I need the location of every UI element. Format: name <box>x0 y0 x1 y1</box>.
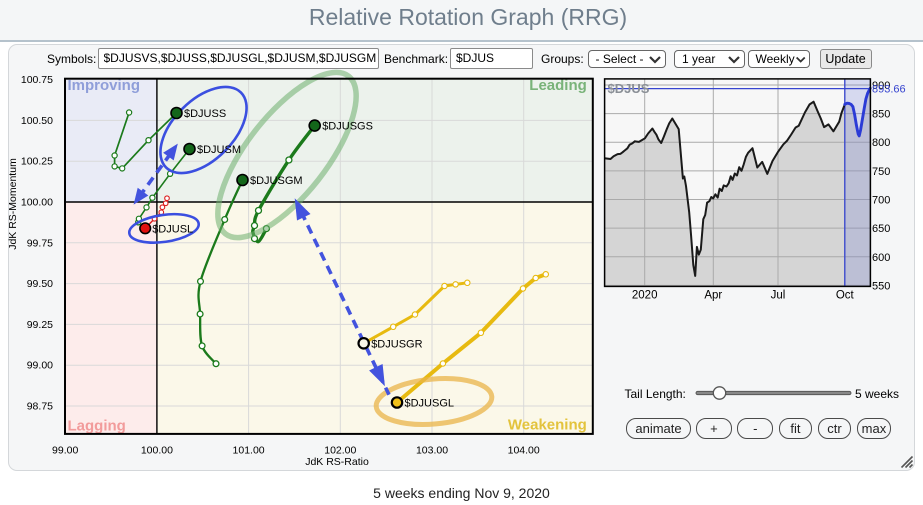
svg-text:$DJUS: $DJUS <box>608 81 650 96</box>
svg-text:$DJUSGL: $DJUSGL <box>405 398 455 410</box>
svg-text:JdK RS-Ratio: JdK RS-Ratio <box>305 456 369 468</box>
svg-text:Leading: Leading <box>529 77 587 94</box>
svg-text:100.00: 100.00 <box>141 445 173 457</box>
svg-text:$DJUSM: $DJUSM <box>197 144 241 156</box>
svg-text:900: 900 <box>872 80 890 92</box>
svg-text:Lagging: Lagging <box>68 418 126 435</box>
svg-text:850: 850 <box>872 109 890 121</box>
svg-text:99.75: 99.75 <box>27 237 53 249</box>
svg-text:800: 800 <box>872 137 890 149</box>
svg-text:100.50: 100.50 <box>21 115 53 127</box>
svg-text:103.00: 103.00 <box>416 445 448 457</box>
svg-text:Jul: Jul <box>771 290 786 302</box>
svg-text:$DJUSL: $DJUSL <box>152 223 193 235</box>
svg-text:98.75: 98.75 <box>27 401 53 413</box>
svg-text:99.50: 99.50 <box>27 278 53 290</box>
svg-text:102.00: 102.00 <box>324 445 356 457</box>
svg-text:$DJUSGM: $DJUSGM <box>250 175 303 187</box>
svg-text:Weakening: Weakening <box>508 417 587 434</box>
svg-text:Improving: Improving <box>68 77 141 94</box>
svg-text:$DJUSGR: $DJUSGR <box>371 338 422 350</box>
svg-text:893.66: 893.66 <box>872 84 906 96</box>
svg-text:101.00: 101.00 <box>233 445 265 457</box>
svg-text:700: 700 <box>872 195 890 207</box>
svg-text:750: 750 <box>872 166 890 178</box>
svg-text:99.25: 99.25 <box>27 319 53 331</box>
svg-text:$DJUSS: $DJUSS <box>184 108 226 120</box>
svg-text:100.25: 100.25 <box>21 156 53 168</box>
svg-text:2020: 2020 <box>632 290 658 302</box>
svg-text:550: 550 <box>872 280 890 292</box>
svg-text:600: 600 <box>872 252 890 264</box>
svg-text:99.00: 99.00 <box>52 445 78 457</box>
svg-text:650: 650 <box>872 223 890 235</box>
svg-text:104.00: 104.00 <box>508 445 540 457</box>
svg-text:Oct: Oct <box>836 290 855 302</box>
svg-text:100.75: 100.75 <box>21 74 53 86</box>
svg-text:JdK RS-Momentum: JdK RS-Momentum <box>7 158 19 250</box>
svg-text:Apr: Apr <box>704 290 722 302</box>
svg-text:99.00: 99.00 <box>27 360 53 372</box>
svg-text:$DJUSGS: $DJUSGS <box>322 121 373 133</box>
svg-text:100.00: 100.00 <box>21 197 53 209</box>
